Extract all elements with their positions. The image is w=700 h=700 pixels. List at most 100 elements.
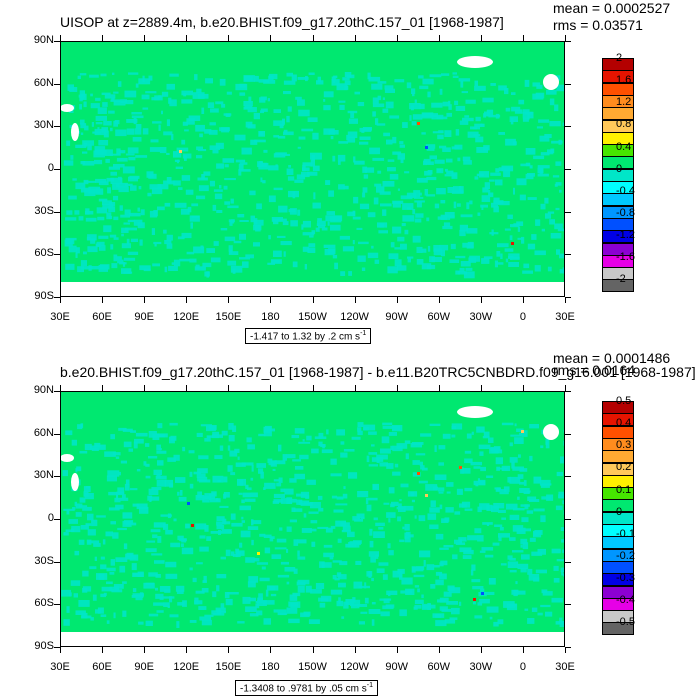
lat-tick: [565, 41, 571, 42]
lat-tick: [54, 83, 60, 85]
lat-tick: [565, 297, 571, 298]
colorbar-label: 0.5: [616, 395, 632, 407]
lat-tick-label: 30S: [34, 204, 54, 217]
panel-bottom: b.e20.BHIST.f09_g17.20thC.157_01 [1968-1…: [0, 350, 700, 700]
lon-tick-label: 150E: [215, 661, 242, 673]
lon-tick: [438, 647, 440, 653]
lon-tick: [480, 385, 482, 391]
lat-tick-label: 0: [47, 512, 54, 524]
lat-tick: [565, 126, 571, 128]
colorbar-label: 1.6: [616, 74, 632, 87]
lat-tick: [565, 604, 571, 606]
lat-tick: [565, 476, 571, 478]
lon-tick-label: 90E: [134, 661, 154, 673]
lon-tick-label: 120W: [340, 661, 369, 673]
lon-tick: [565, 35, 566, 41]
lat-tick: [565, 254, 571, 256]
lat-tick: [565, 561, 571, 563]
lon-tick-label: 90W: [385, 661, 408, 673]
colorbar-label: -1.6: [616, 251, 635, 264]
lon-tick-label: 90W: [385, 311, 408, 323]
lon-tick-label: 60W: [427, 311, 451, 323]
lon-tick: [228, 647, 230, 653]
lat-tick: [54, 433, 60, 435]
lat-tick: [565, 83, 571, 85]
lon-tick-label: 180: [261, 661, 280, 673]
colorbar-swatch: [602, 622, 634, 636]
lon-tick: [60, 647, 61, 653]
range-text: -1.3408 to .9781 by .05 cm s: [240, 683, 367, 695]
lat-tick-label: 90S: [34, 290, 54, 302]
lon-tick: [565, 385, 566, 391]
mean-stat: mean = 0.0001486: [553, 350, 671, 366]
lon-tick-label: 180: [261, 311, 280, 323]
lon-tick: [354, 647, 356, 653]
lon-tick: [522, 647, 524, 653]
lat-tick-label: 90N: [33, 384, 54, 396]
lon-tick: [312, 385, 314, 391]
lat-tick-label: 60S: [34, 597, 54, 610]
lon-tick: [228, 35, 230, 41]
lon-tick-label: 30E: [50, 311, 70, 323]
lon-tick: [102, 35, 104, 41]
lon-tick: [354, 297, 356, 303]
lat-tick: [565, 647, 571, 648]
range-text: -1.417 to 1.32 by .2 cm s: [250, 331, 361, 343]
lon-tick-label: 120E: [173, 311, 200, 323]
lon-tick: [270, 35, 272, 41]
lat-tick-label: 30N: [33, 469, 54, 482]
lon-tick-label: 30W: [469, 661, 493, 673]
lon-tick: [144, 647, 146, 653]
lon-tick-label: 150W: [298, 661, 327, 673]
lon-tick: [396, 297, 398, 303]
lon-tick-label: 120W: [340, 311, 369, 323]
contour-range-label: -1.3408 to .9781 by .05 cm s-1: [235, 680, 378, 697]
colorbar-swatch: [602, 279, 634, 293]
lat-tick: [54, 604, 60, 606]
lon-tick-label: 60W: [427, 661, 451, 673]
lon-tick: [102, 297, 104, 303]
lon-tick-label: 30E: [555, 661, 575, 673]
colorbar-label: 0.4: [616, 140, 632, 153]
lat-tick: [54, 647, 60, 648]
rms-stat: rms = 0.03571: [553, 17, 643, 33]
lon-tick: [270, 297, 272, 303]
lat-tick-label: 30N: [33, 119, 54, 132]
colorbar-label: 0: [616, 162, 623, 175]
colorbar-label: 0.8: [616, 118, 632, 131]
colorbar-label: -0.8: [616, 206, 635, 219]
colorbar-label: -0.5: [616, 616, 635, 629]
lat-tick-label: 60N: [33, 426, 54, 439]
lat-tick-label: 60S: [34, 247, 54, 260]
map-plot: [60, 391, 565, 647]
colorbar-label: -0.2: [616, 549, 635, 562]
lon-tick: [60, 297, 61, 303]
lon-tick: [228, 297, 230, 303]
lat-tick-label: 30S: [34, 554, 54, 567]
panel-title: b.e20.BHIST.f09_g17.20thC.157_01 [1968-1…: [60, 364, 696, 380]
lat-tick: [54, 391, 60, 392]
colorbar-label: 1.2: [616, 96, 632, 109]
lon-tick: [144, 35, 146, 41]
lon-tick: [438, 385, 440, 391]
lat-tick: [565, 169, 571, 170]
lon-tick-label: 0: [519, 661, 526, 673]
lon-tick: [396, 35, 398, 41]
lon-tick: [480, 35, 482, 41]
lon-tick: [60, 35, 61, 41]
lat-tick: [54, 561, 60, 563]
lat-tick: [54, 254, 60, 256]
lat-tick: [565, 211, 571, 213]
colorbar-label: 0: [616, 505, 623, 518]
lat-tick-label: 0: [47, 162, 54, 174]
lon-tick: [312, 35, 314, 41]
lon-tick: [480, 647, 482, 653]
lat-tick: [54, 519, 60, 520]
panel-title: UISOP at z=2889.4m, b.e20.BHIST.f09_g17.…: [60, 14, 504, 30]
lon-tick: [396, 385, 398, 391]
range-exponent: -1: [360, 330, 367, 337]
lon-tick: [228, 385, 230, 391]
lon-tick-label: 120E: [173, 661, 200, 673]
lon-tick-label: 30E: [555, 311, 575, 323]
lat-tick: [565, 433, 571, 435]
